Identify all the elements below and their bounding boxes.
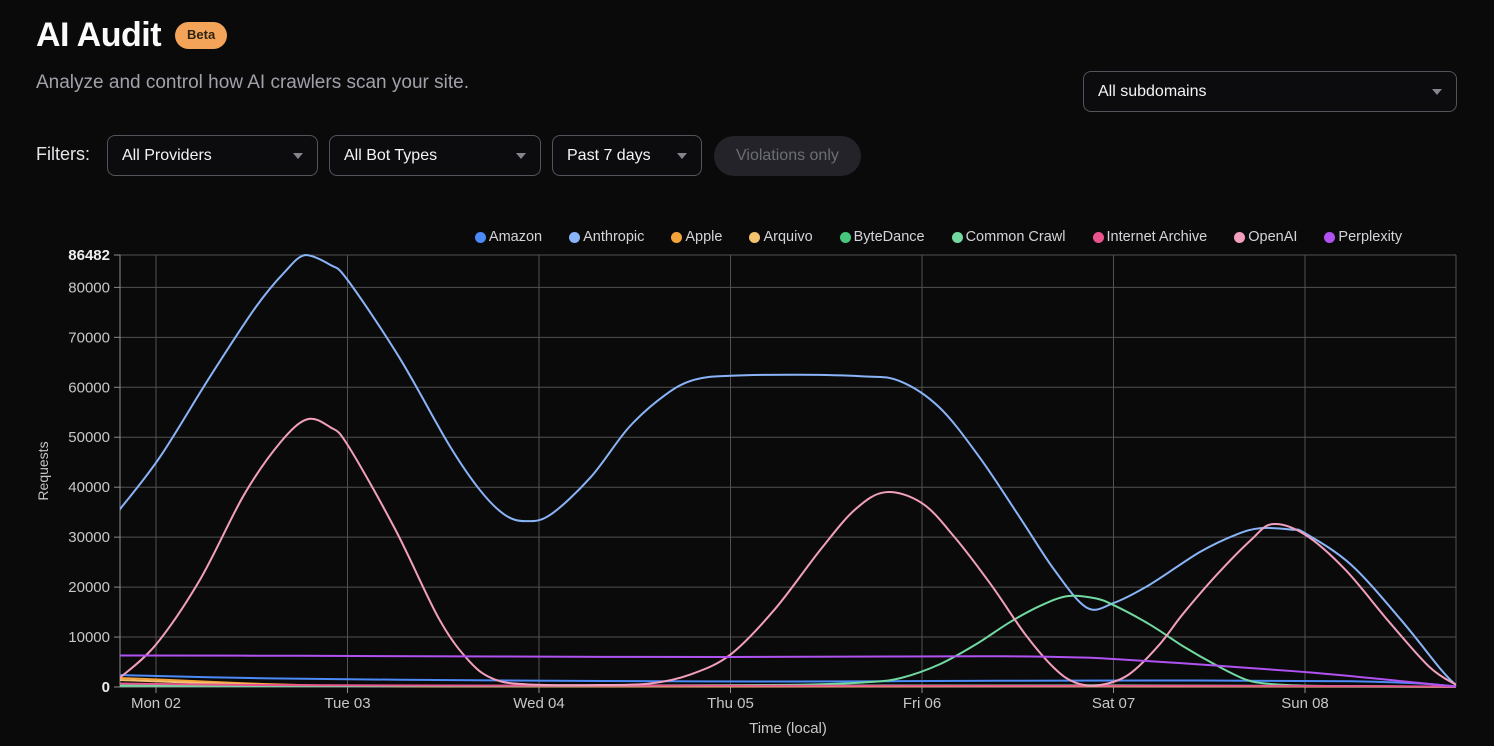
y-tick-label: 30000 [68, 529, 110, 546]
legend-dot [671, 231, 683, 243]
subdomain-select-value: All subdomains [1098, 82, 1207, 100]
legend-dot [1234, 231, 1246, 243]
legend-label: ByteDance [853, 229, 925, 245]
x-tick-label: Tue 03 [324, 695, 370, 712]
date-range-select-value: Past 7 days [567, 146, 651, 164]
legend-dot [1092, 231, 1104, 243]
legend-item-bytedance[interactable]: ByteDance [839, 229, 925, 245]
legend-item-internet-archive[interactable]: Internet Archive [1092, 229, 1208, 245]
subdomain-select[interactable]: All subdomains [1083, 71, 1457, 112]
x-tick-label: Sat 07 [1092, 695, 1135, 712]
violations-only-button[interactable]: Violations only [714, 136, 861, 176]
beta-badge: Beta [175, 22, 228, 49]
legend-dot [749, 231, 761, 243]
series-line-common-crawl [120, 594, 1456, 688]
legend-item-perplexity[interactable]: Perplexity [1324, 229, 1402, 245]
x-tick-label: Wed 04 [513, 695, 564, 712]
series-line-internet-archive [120, 682, 1456, 688]
chevron-down-icon [293, 152, 303, 159]
series-line-anthropic [120, 254, 1456, 687]
chevron-down-icon [1432, 88, 1442, 95]
chart-legend: Amazon Anthropic Apple Arquivo ByteDance Comm… [0, 229, 1494, 245]
legend-label: OpenAI [1248, 229, 1298, 245]
y-tick-label: 50000 [68, 429, 110, 446]
series-line-amazon [120, 674, 1456, 688]
legend-item-openai[interactable]: OpenAI [1234, 229, 1297, 245]
y-tick-label: 80000 [68, 279, 110, 296]
title-row: AI Audit Beta [36, 16, 228, 55]
chevron-down-icon [677, 152, 687, 159]
legend-label: Internet Archive [1106, 229, 1208, 245]
page-subtitle: Analyze and control how AI crawlers scan… [36, 72, 469, 93]
providers-select-value: All Providers [122, 146, 212, 164]
bot-types-select-value: All Bot Types [344, 146, 438, 164]
y-tick-label: 20000 [68, 579, 110, 596]
bot-types-select[interactable]: All Bot Types [329, 135, 541, 176]
x-tick-label: Mon 02 [131, 695, 181, 712]
legend-label: Apple [685, 229, 723, 245]
series-line-openai [120, 417, 1456, 687]
y-tick-label: 10000 [68, 629, 110, 646]
page-title: AI Audit [36, 16, 162, 54]
legend-label: Arquivo [763, 229, 813, 245]
legend-dot [569, 231, 581, 243]
legend-dot [1324, 231, 1336, 243]
x-tick-label: Sun 08 [1281, 695, 1329, 712]
y-tick-label: 86482 [68, 247, 110, 264]
series-line-perplexity [120, 654, 1456, 688]
legend-label: Common Crawl [965, 229, 1066, 245]
legend-label: Perplexity [1338, 229, 1403, 245]
y-tick-label: 40000 [68, 479, 110, 496]
x-tick-label: Fri 06 [903, 695, 941, 712]
y-axis-title: Requests [35, 441, 51, 500]
legend-dot [474, 231, 486, 243]
legend-dot [951, 231, 963, 243]
legend-item-amazon[interactable]: Amazon [474, 229, 543, 245]
x-axis-title: Time (local) [749, 720, 827, 737]
providers-select[interactable]: All Providers [107, 135, 318, 176]
page-header: AI Audit Beta Analyze and control how AI… [0, 0, 1494, 205]
filters-label: Filters: [36, 144, 90, 164]
requests-chart[interactable]: 86482 80000 70000 60000 50000 40000 30000 20000… [0, 205, 1494, 746]
legend-item-common-crawl[interactable]: Common Crawl [951, 229, 1066, 245]
date-range-select[interactable]: Past 7 days [552, 135, 702, 176]
x-tick-label: Thu 05 [707, 695, 754, 712]
y-tick-label: 70000 [68, 329, 110, 346]
legend-label: Anthropic [583, 229, 645, 245]
legend-label: Amazon [488, 229, 543, 245]
legend-item-apple[interactable]: Apple [671, 229, 722, 245]
legend-item-anthropic[interactable]: Anthropic [569, 229, 644, 245]
legend-dot [839, 231, 851, 243]
y-tick-label: 60000 [68, 379, 110, 396]
y-tick-label: 0 [102, 679, 110, 696]
chevron-down-icon [516, 152, 526, 159]
legend-item-arquivo[interactable]: Arquivo [749, 229, 813, 245]
requests-chart-section: Amazon Anthropic Apple Arquivo ByteDance Comm… [0, 205, 1494, 746]
